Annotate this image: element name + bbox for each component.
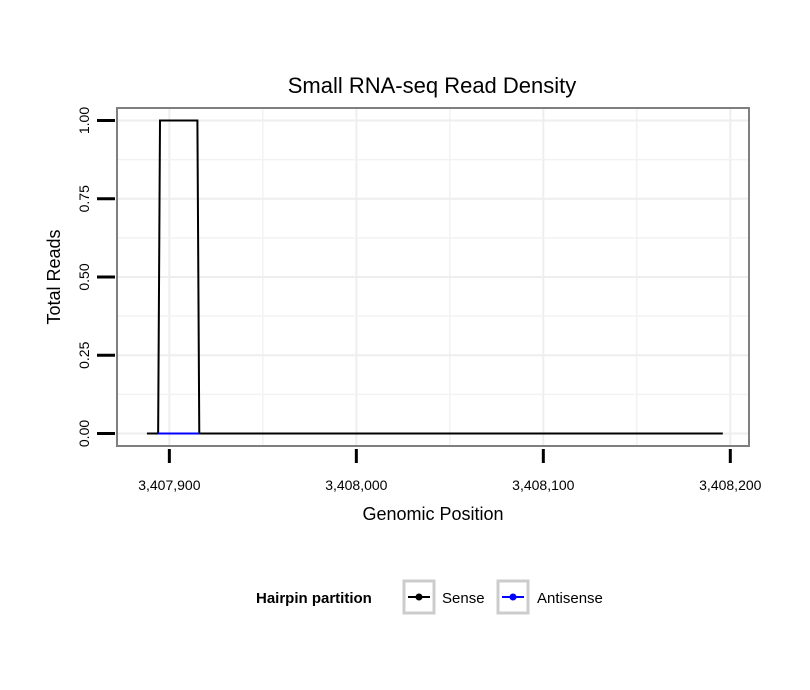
plot-panel-border	[116, 107, 750, 447]
plot-grid	[117, 108, 749, 446]
y-tick-label: 0.25	[76, 341, 92, 368]
legend-point-sense	[415, 593, 423, 601]
chart-title: Small RNA-seq Read Density	[288, 73, 577, 98]
legend-point-antisense	[509, 593, 517, 601]
series-layer	[146, 119, 723, 435]
legend: Hairpin partition Sense Antisense	[256, 579, 603, 615]
legend-label-antisense: Antisense	[537, 590, 603, 607]
axes: 3,407,900 3,408,000 3,408,100 3,408,200 0.00…	[76, 107, 762, 493]
y-tick-label: 0.75	[76, 185, 92, 212]
y-tick-label: 0.50	[76, 263, 92, 290]
x-axis-label: Genomic Position	[362, 504, 503, 524]
x-tick-label: 3,408,200	[699, 477, 761, 493]
series-line-sense	[146, 119, 723, 435]
x-tick-label: 3,407,900	[138, 477, 200, 493]
y-tick-label: 0.00	[76, 420, 92, 447]
y-axis-label: Total Reads	[44, 229, 64, 324]
y-tick-label: 1.00	[76, 107, 92, 134]
x-tick-label: 3,408,100	[512, 477, 574, 493]
x-tick-label: 3,408,000	[325, 477, 387, 493]
legend-title: Hairpin partition	[256, 590, 372, 607]
legend-label-sense: Sense	[442, 590, 485, 607]
